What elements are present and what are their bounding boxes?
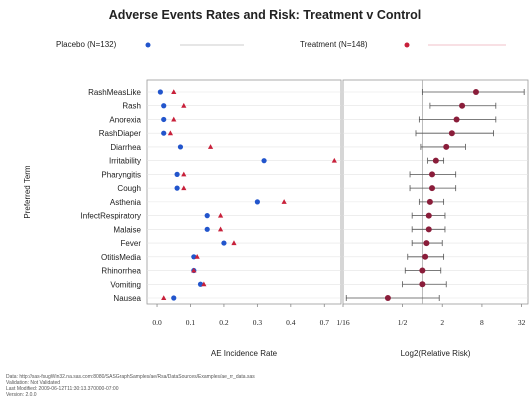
placebo-point: [174, 171, 180, 177]
placebo-point: [171, 295, 177, 301]
treatment-point: [331, 157, 337, 163]
category-label: Rhinorrhea: [101, 267, 141, 276]
rr-point: [432, 157, 439, 164]
category-label: Pharyngitis: [101, 170, 141, 179]
right-x-tick-label: 2: [440, 318, 444, 327]
treatment-point: [194, 254, 200, 259]
treatment-point: [161, 295, 167, 300]
chart-title: Adverse Events Rates and Risk: Treatment…: [108, 8, 422, 22]
treatment-point: [231, 240, 237, 246]
footer-modified-line: Last Modified: 2009-06-12T11:30:13.37000…: [6, 386, 119, 392]
left-x-tick-label: 0.0: [152, 318, 162, 327]
treatment-point: [191, 267, 197, 273]
right-x-tick-label: 8: [480, 318, 484, 327]
legend-treatment-marker: [404, 42, 410, 48]
rr-point: [453, 116, 460, 123]
rr-point: [429, 171, 436, 178]
treatment-point: [201, 281, 207, 287]
category-label: Diarrhea: [110, 143, 141, 152]
category-label: RashDiaper: [99, 129, 142, 138]
category-label: Cough: [117, 184, 141, 193]
rr-point: [429, 185, 436, 192]
category-label: InfectRespiratory: [81, 212, 141, 221]
rr-point: [448, 130, 455, 137]
treatment-point: [217, 226, 224, 232]
right-panel-frame: [342, 79, 529, 305]
placebo-point: [174, 185, 180, 191]
treatment-point: [171, 116, 177, 122]
rr-point: [423, 240, 430, 247]
category-label: Irritability: [109, 157, 141, 166]
rr-point: [425, 212, 432, 219]
y-axis-title: Preferred Term: [23, 165, 32, 219]
placebo-point: [161, 116, 167, 123]
category-label: Rash: [122, 102, 141, 111]
right-x-tick-label: 32: [518, 318, 526, 327]
left-x-tick-label: 0.7: [320, 318, 330, 327]
placebo-point: [157, 89, 163, 95]
legend-placebo-label: Placebo (N=132): [56, 40, 117, 49]
legend-placebo-marker: [145, 42, 151, 48]
category-label: Fever: [121, 239, 142, 248]
right-x-tick-label: 1/16: [336, 318, 350, 327]
placebo-point: [177, 144, 184, 150]
rr-point: [384, 295, 391, 301]
treatment-point: [281, 199, 287, 204]
category-label: OtitisMedia: [101, 253, 142, 262]
rr-point: [419, 267, 426, 274]
category-label: RashMeasLike: [88, 88, 141, 97]
treatment-point: [181, 102, 187, 108]
placebo-point: [221, 240, 227, 246]
footer-data-line: Data: http://sas-fsugWin32.na.sas.com:80…: [6, 374, 255, 380]
footer-validation-line: Validation: Not Validated: [6, 380, 61, 386]
rr-point: [419, 281, 426, 288]
rr-point: [425, 226, 432, 233]
treatment-point: [171, 89, 177, 94]
footer-version-line: Version: 2.0.0: [6, 392, 37, 398]
legend-treatment-label: Treatment (N=148): [300, 40, 368, 49]
category-label: Malaise: [113, 225, 141, 234]
rr-point: [426, 198, 433, 205]
placebo-point: [204, 213, 210, 219]
left-x-axis-title: AE Incidence Rate: [211, 349, 278, 358]
placebo-point: [161, 103, 167, 109]
left-x-tick-label: 0.2: [219, 318, 229, 327]
category-label: Nausea: [113, 294, 141, 303]
rr-point: [459, 102, 466, 109]
left-x-tick-label: 0.1: [186, 318, 196, 327]
placebo-point: [204, 226, 210, 232]
treatment-point: [207, 144, 214, 149]
placebo-point: [261, 158, 267, 164]
rr-point: [472, 89, 479, 95]
placebo-point: [254, 199, 260, 205]
category-label: Anorexia: [109, 115, 141, 124]
rr-point: [443, 143, 450, 150]
rr-point: [422, 253, 429, 260]
left-x-tick-label: 0.4: [286, 318, 296, 327]
left-x-tick-label: 0.3: [253, 318, 263, 327]
treatment-point: [167, 130, 174, 136]
right-x-tick-label: 1/2: [398, 318, 408, 327]
treatment-point: [181, 185, 187, 191]
treatment-point: [217, 212, 224, 218]
placebo-point: [161, 130, 167, 136]
category-label: Asthenia: [110, 198, 142, 207]
left-panel-frame: [146, 79, 342, 305]
treatment-point: [181, 171, 187, 177]
right-x-axis-title: Log2(Relative Risk): [401, 349, 471, 358]
category-label: Vomiting: [110, 280, 141, 289]
